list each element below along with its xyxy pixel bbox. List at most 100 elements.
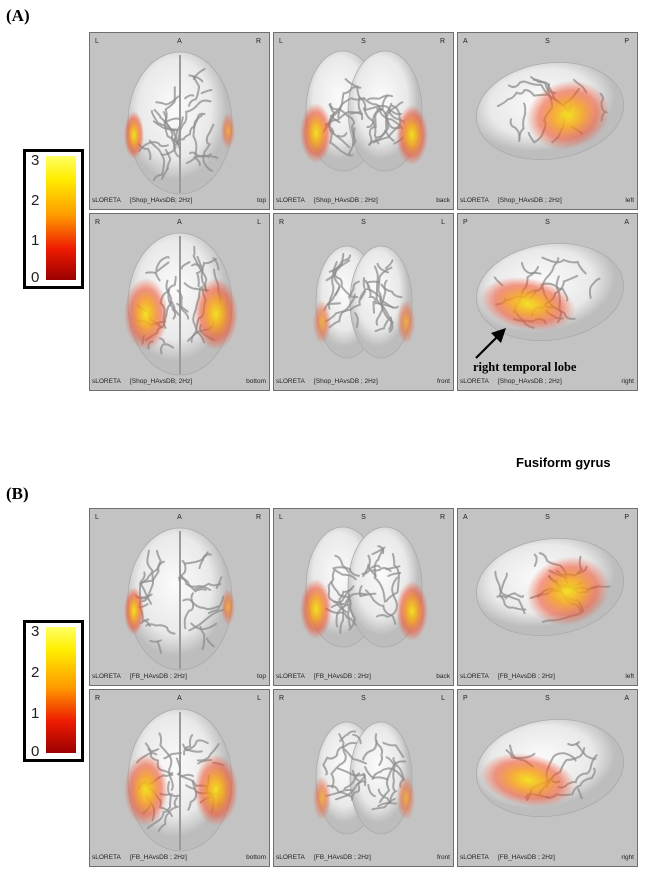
orientation-left: R xyxy=(279,219,285,226)
brain-render-image xyxy=(300,526,428,648)
orientation-center: S xyxy=(545,695,550,702)
orientation-left: A xyxy=(463,38,468,45)
orientation-right: L xyxy=(441,695,445,702)
method-label: sLORETA xyxy=(276,197,305,204)
condition-label: [FB_HAvsDB ; 2Hz] xyxy=(314,673,371,680)
view-label: left xyxy=(625,673,634,680)
brain-render-image xyxy=(476,61,624,161)
view-label: right xyxy=(621,854,634,861)
view-label: back xyxy=(436,673,450,680)
method-label: sLORETA xyxy=(92,197,121,204)
orientation-left: R xyxy=(279,695,285,702)
annotation-label: right temporal lobe xyxy=(473,360,577,374)
brain-render-image xyxy=(313,721,415,835)
orientation-right: L xyxy=(257,695,261,702)
condition-label: [Shop_HAvsDB ; 2Hz] xyxy=(498,197,562,204)
cell-footer: sLORETA [Shop_HAvsDB ; 2Hz] front xyxy=(276,377,450,386)
view-label: bottom xyxy=(246,378,266,385)
view-label: bottom xyxy=(246,854,266,861)
cell-footer: sLORETA [Shop_HAvsDB; 2Hz] bottom xyxy=(92,377,266,386)
orientation-left: A xyxy=(463,514,468,521)
colorbar-tick-0: 0 xyxy=(31,743,40,760)
condition-label: [FB_HAvsDB ; 2Hz] xyxy=(130,854,187,861)
cell-footer: sLORETA [FB_HAvsDB ; 2Hz] bottom xyxy=(92,853,266,862)
orientation-right: R xyxy=(439,38,445,45)
panel-b-label: (B) xyxy=(6,484,29,503)
colorbar-tick-0: 0 xyxy=(31,269,40,286)
method-label: sLORETA xyxy=(92,854,121,861)
method-label: sLORETA xyxy=(276,673,305,680)
method-label: sLORETA xyxy=(276,378,305,385)
orientation-left: P xyxy=(463,219,468,226)
orientation-left: R xyxy=(95,695,101,702)
colorbar-gradient xyxy=(46,156,76,280)
view-label: top xyxy=(256,197,266,204)
orientation-center: S xyxy=(361,695,366,702)
condition-label: [Shop_HAvsDB; 2Hz] xyxy=(130,197,193,204)
orientation-center: S xyxy=(361,38,366,45)
view-label: left xyxy=(625,197,634,204)
orientation-center: A xyxy=(177,514,182,521)
orientation-center: A xyxy=(177,219,182,226)
orientation-left: L xyxy=(279,38,283,45)
orientation-center: A xyxy=(177,38,182,45)
roi-label: Fusiform gyrus xyxy=(516,455,611,470)
colorbar-tick-2: 2 xyxy=(31,192,40,209)
brain-render-image xyxy=(124,527,235,671)
orientation-right: L xyxy=(441,219,445,226)
orientation-right: A xyxy=(624,219,629,226)
colorbar-tick-1: 1 xyxy=(31,705,40,722)
cell-footer: sLORETA [FB_HAvsDB ; 2Hz] left xyxy=(460,672,634,681)
brain-render-image xyxy=(476,242,624,342)
cell-footer: sLORETA [Shop_HAvsDB ; 2Hz] left xyxy=(460,196,634,205)
condition-label: [Shop_HAvsDB ; 2Hz] xyxy=(498,378,562,385)
orientation-right: L xyxy=(257,219,261,226)
brain-render-image xyxy=(124,708,238,852)
cell-footer: sLORETA [Shop_HAvsDB; 2Hz] top xyxy=(92,196,266,205)
brain-render-image xyxy=(476,718,624,818)
colorbar-tick-3: 3 xyxy=(31,623,40,640)
orientation-center: S xyxy=(361,219,366,226)
condition-label: [Shop_HAvsDB ; 2Hz] xyxy=(314,197,378,204)
cell-footer: sLORETA [FB_HAvsDB ; 2Hz] front xyxy=(276,853,450,862)
view-label: front xyxy=(436,854,450,861)
condition-label: [Shop_HAvsDB; 2Hz] xyxy=(130,378,193,385)
cell-footer: sLORETA [Shop_HAvsDB ; 2Hz] right xyxy=(460,377,634,386)
method-label: sLORETA xyxy=(276,854,305,861)
orientation-left: L xyxy=(279,514,283,521)
colorbar-tick-1: 1 xyxy=(31,232,40,249)
cell-footer: sLORETA [FB_HAvsDB ; 2Hz] right xyxy=(460,853,634,862)
view-label: right xyxy=(621,378,634,385)
condition-label: [FB_HAvsDB ; 2Hz] xyxy=(498,673,555,680)
orientation-right: R xyxy=(439,514,445,521)
orientation-center: S xyxy=(545,514,550,521)
orientation-right: P xyxy=(624,514,629,521)
orientation-left: P xyxy=(463,695,468,702)
brain-render-image xyxy=(313,245,415,359)
colorbar-gradient xyxy=(46,627,76,753)
method-label: sLORETA xyxy=(460,854,489,861)
view-label: back xyxy=(436,197,450,204)
cell-footer: sLORETA [Shop_HAvsDB ; 2Hz] back xyxy=(276,196,450,205)
brain-render-image xyxy=(476,537,624,637)
brain-render-image xyxy=(300,50,428,172)
method-label: sLORETA xyxy=(460,673,489,680)
condition-label: [FB_HAvsDB ; 2Hz] xyxy=(498,854,555,861)
orientation-right: P xyxy=(624,38,629,45)
orientation-right: A xyxy=(624,695,629,702)
condition-label: [FB_HAvsDB ; 2Hz] xyxy=(314,854,371,861)
method-label: sLORETA xyxy=(460,378,489,385)
colorbar-b: 3 2 1 0 xyxy=(23,620,84,762)
orientation-left: R xyxy=(95,219,101,226)
method-label: sLORETA xyxy=(92,378,121,385)
